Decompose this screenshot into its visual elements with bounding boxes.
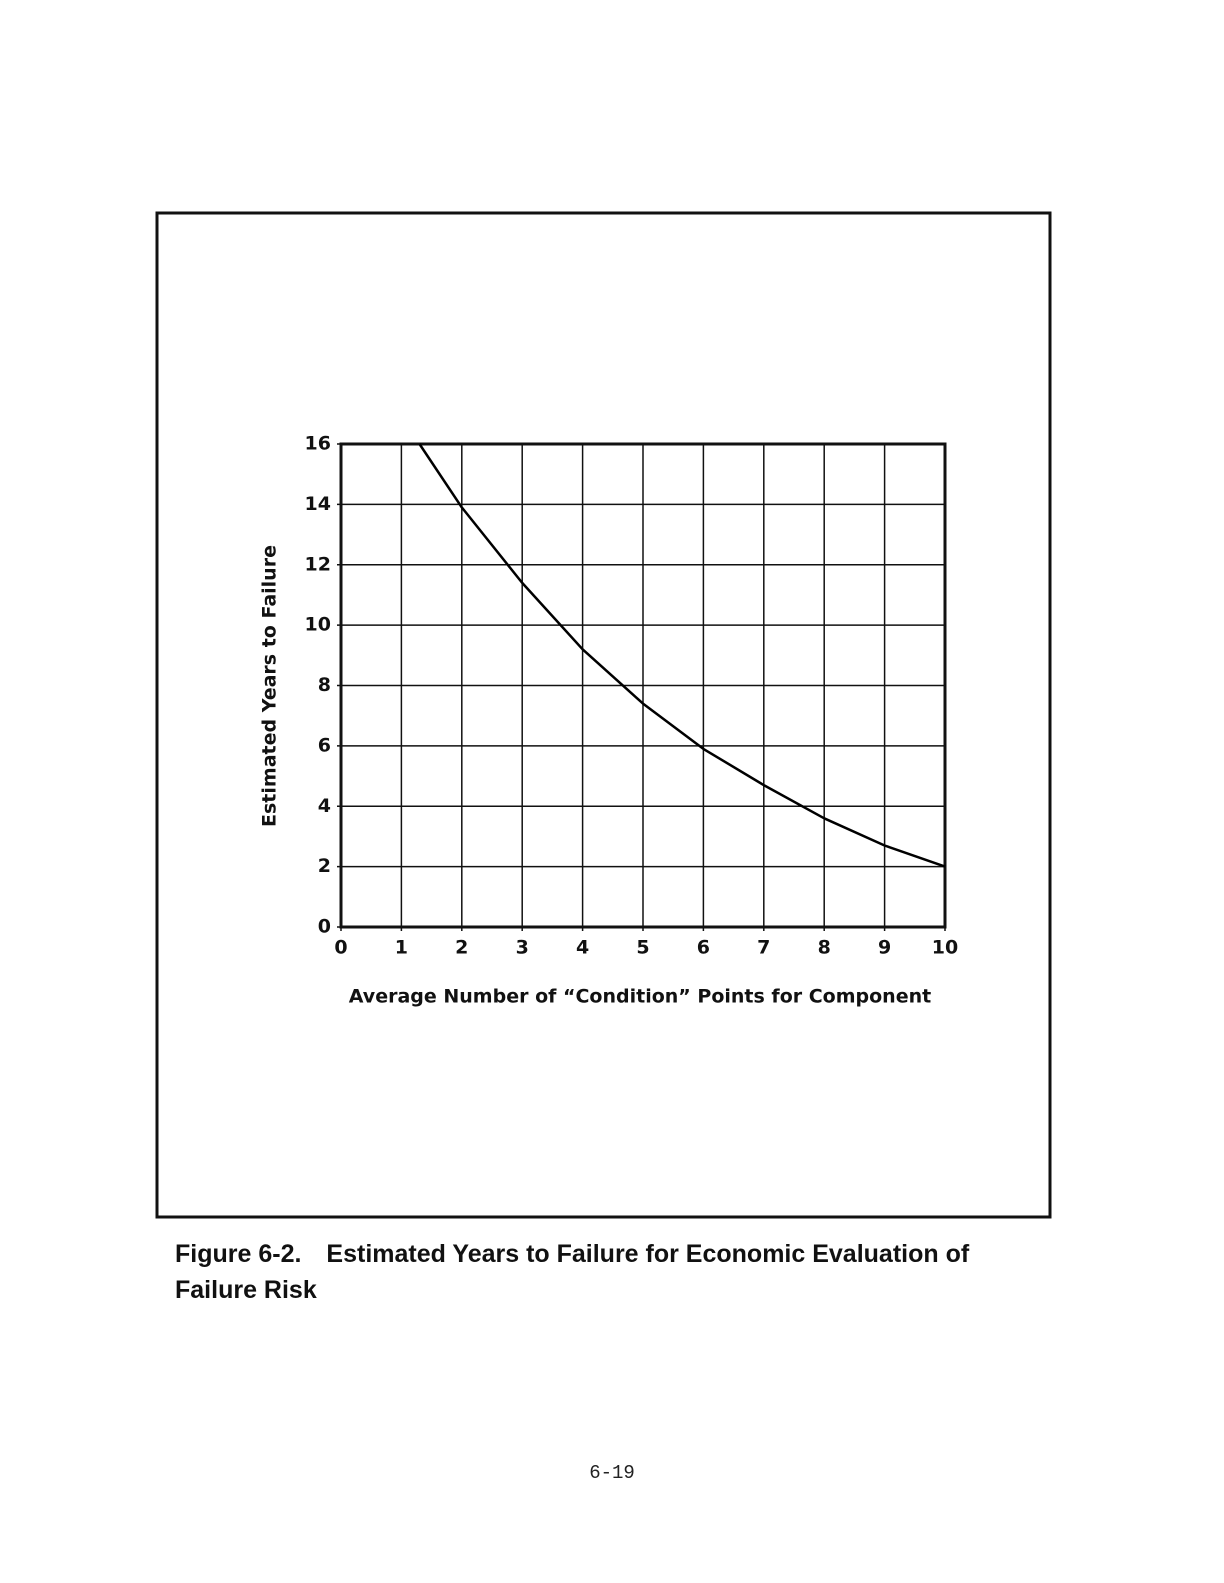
y-tick-label: 0	[318, 916, 331, 938]
y-tick-label: 10	[305, 614, 331, 636]
x-tick-label: 0	[334, 937, 347, 959]
figure-frame	[155, 211, 1052, 1219]
y-tick-label: 12	[305, 553, 331, 575]
x-tick-label: 6	[697, 937, 710, 959]
y-tick-label: 14	[305, 493, 331, 515]
figure-caption: Figure 6-2. Estimated Years to Failure f…	[175, 1240, 970, 1304]
x-tick-label: 3	[516, 937, 529, 959]
x-tick-label: 9	[878, 937, 891, 959]
y-tick-label: 4	[318, 795, 331, 817]
x-tick-label: 1	[395, 937, 408, 959]
y-tick-label: 2	[318, 855, 331, 877]
y-tick-label: 16	[305, 433, 331, 455]
x-tick-label: 10	[932, 937, 958, 959]
plot-frame	[339, 442, 947, 929]
y-tick-label: 6	[318, 734, 331, 756]
y-axis-label: Estimated Years to Failure	[259, 545, 281, 827]
x-tick-label: 5	[636, 937, 649, 959]
x-tick-label: 2	[455, 937, 468, 959]
x-tick-label: 7	[757, 937, 770, 959]
x-axis-label: Average Number of “Condition” Points for…	[349, 986, 931, 1008]
y-tick-label: 8	[318, 674, 331, 696]
x-tick-label: 8	[818, 937, 831, 959]
page-number: 6-19	[589, 1462, 635, 1484]
x-tick-label: 4	[576, 937, 589, 959]
data-line	[418, 443, 946, 868]
